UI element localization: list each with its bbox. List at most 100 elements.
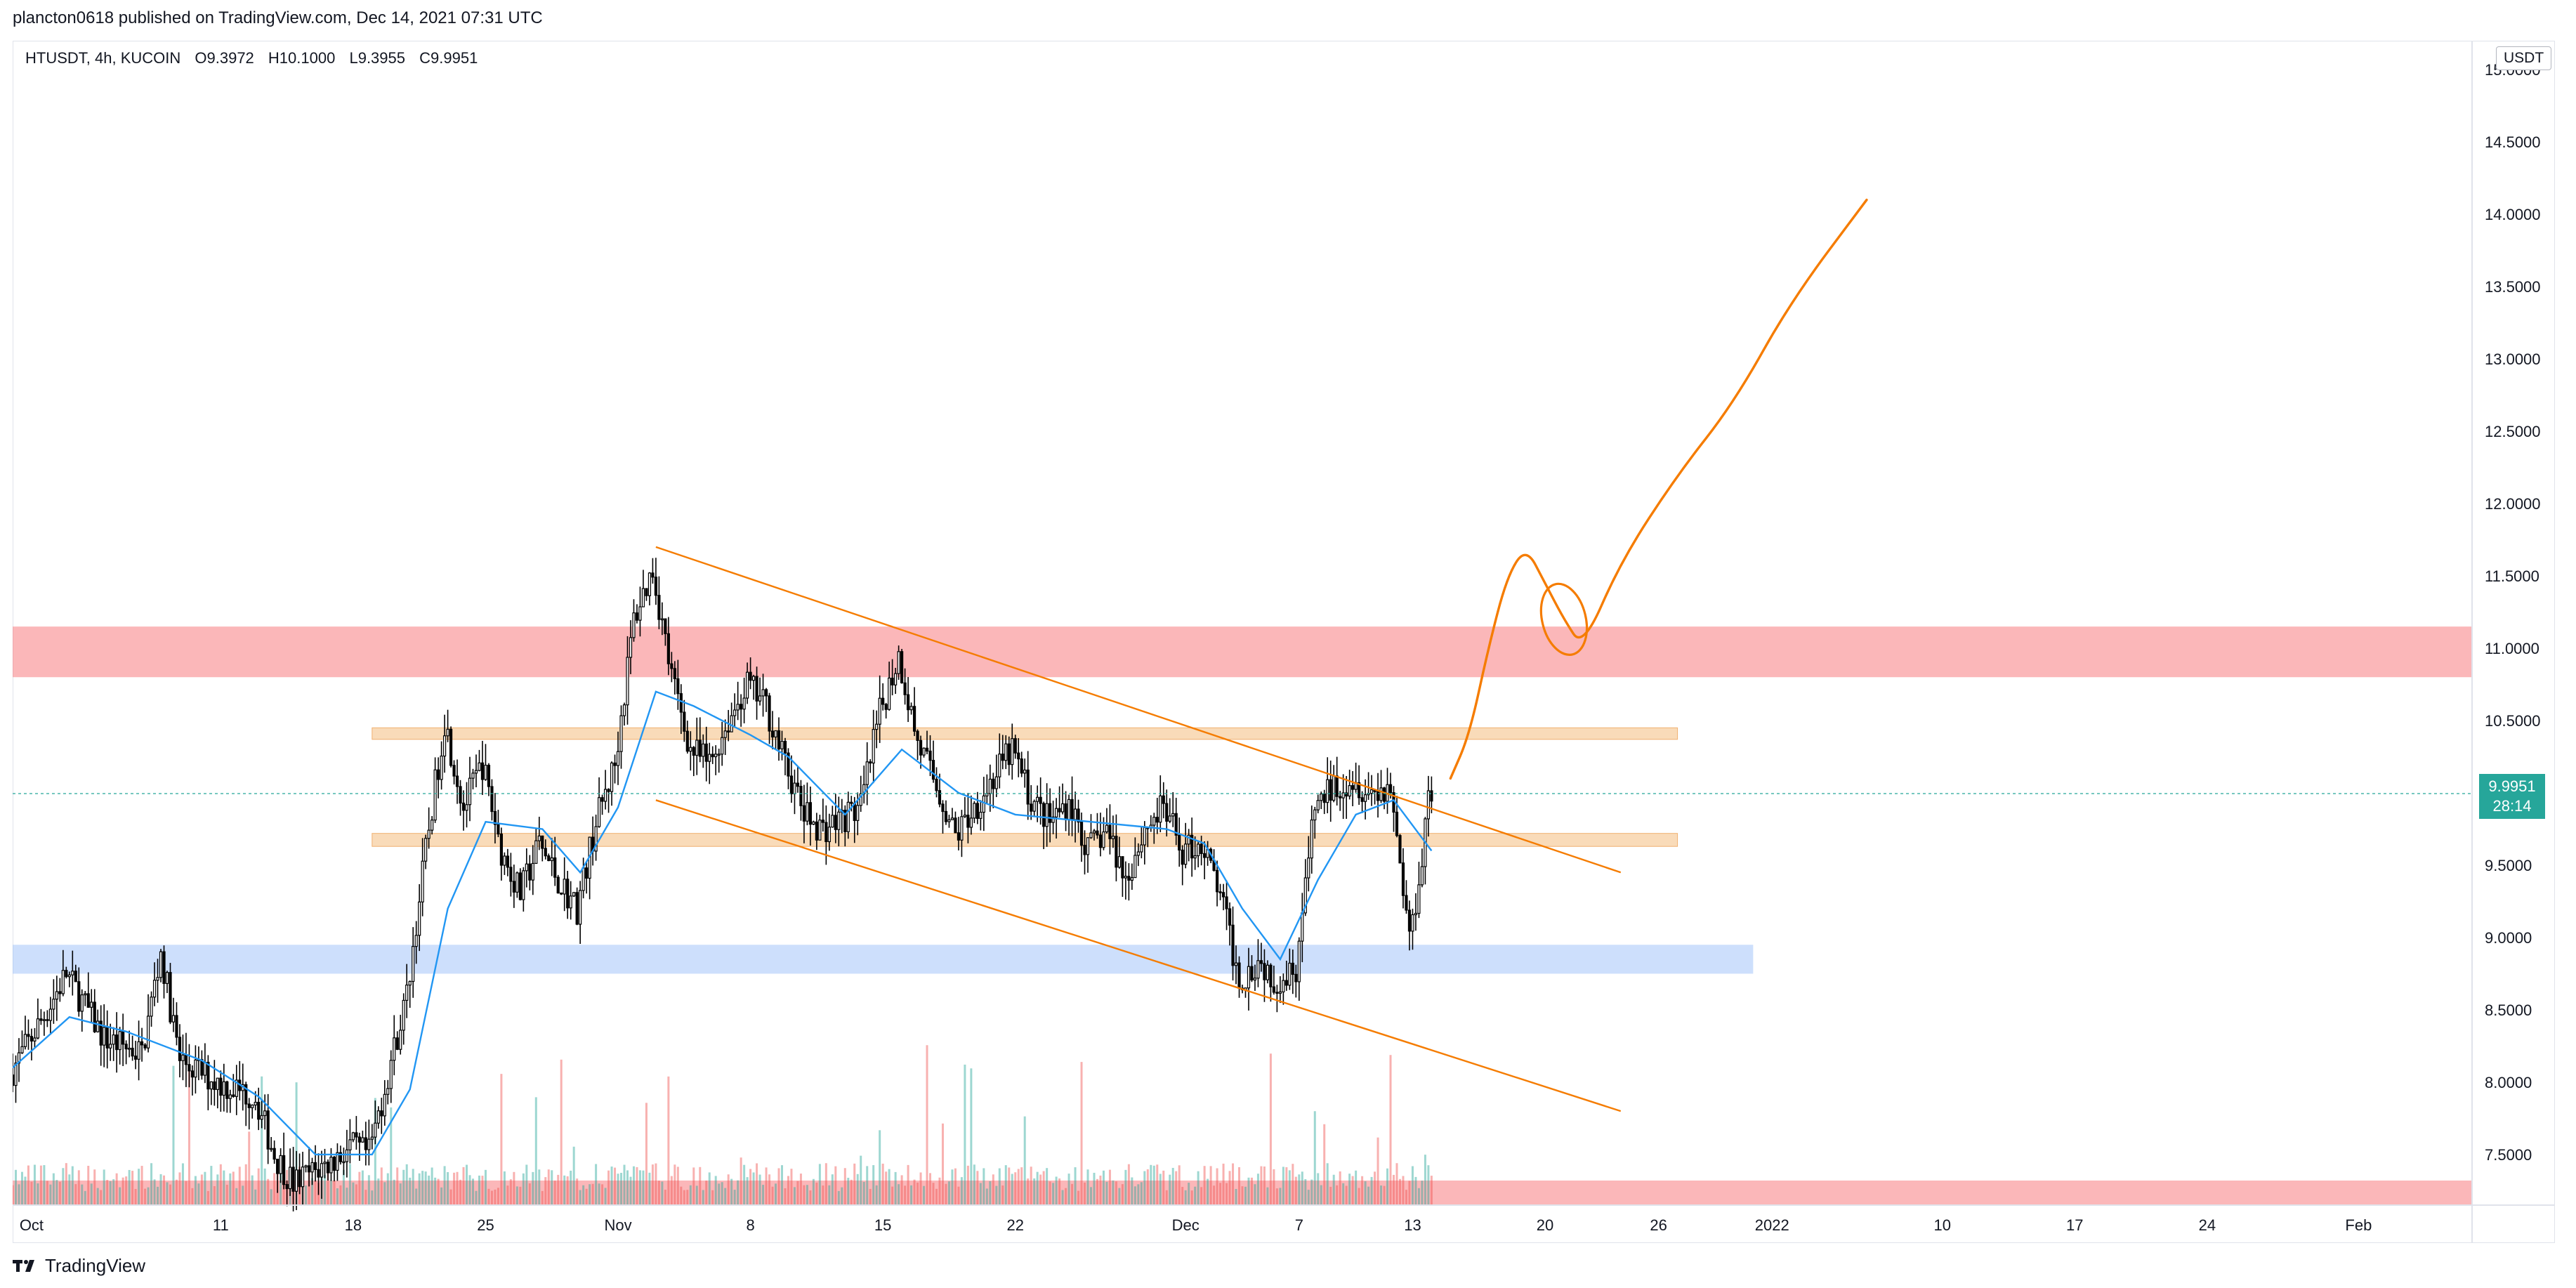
currency-button[interactable]: USDT [2496,46,2552,70]
volume-bar [1178,1165,1181,1205]
candle-down [808,802,813,825]
volume-bar [128,1169,131,1205]
candle-down [1250,966,1254,981]
time-tick-label: 7 [1295,1216,1303,1234]
volume-bar [1326,1163,1329,1205]
volume-bar [938,1177,941,1205]
axes-layer: 15.000014.500014.000013.500013.000012.50… [13,41,2555,1243]
volume-bar [831,1174,834,1205]
candle-down [1108,824,1112,839]
volume-bar [815,1182,818,1205]
candle-up [969,817,973,828]
candle-down [178,1037,182,1061]
volume-bar [885,1171,888,1205]
candle-up [408,980,412,986]
candle-up [301,1167,305,1188]
volume-bar [907,1164,909,1205]
candle-up [1168,815,1171,822]
candle-down [247,1103,251,1108]
volume-bar [806,1185,808,1205]
candle-down [679,693,683,713]
volume-bar [1332,1174,1335,1205]
candle-down [13,1075,15,1086]
volume-bar [150,1163,153,1205]
candle-down [1181,849,1184,865]
volume-bar [945,1183,947,1205]
volume-bar [103,1169,105,1205]
volume-bar [1376,1137,1379,1205]
candle-up [159,951,163,978]
volume-bar [428,1175,431,1205]
candle-down [339,1152,343,1162]
volume-bar [752,1172,755,1205]
price-tick-label: 7.5000 [2485,1146,2532,1164]
candle-up [831,815,834,828]
volume-bar [1219,1183,1222,1205]
candle-down [824,822,828,843]
candle-up [1130,876,1133,881]
volume-bar [1084,1182,1086,1205]
volume-bar [1017,1169,1020,1205]
candle-up [137,1041,140,1060]
candle-down [789,775,794,794]
volume-bar [591,1183,594,1205]
candle-down [884,704,888,710]
volume-bar [1074,1167,1077,1205]
volume-bar [926,1045,928,1205]
volume-bar [513,1171,515,1205]
volume-bar [270,1189,272,1205]
volume-bar [1408,1181,1411,1205]
candle-down [1322,793,1326,803]
candle-up [632,612,636,638]
candle-up [629,637,633,658]
price-chart[interactable]: 15.000014.500014.000013.500013.000012.50… [13,41,2555,1243]
volume-bar [692,1167,695,1205]
volume-bar [77,1170,80,1205]
volume-bar [497,1188,499,1205]
volume-bar [1093,1172,1096,1205]
candle-down [1162,795,1165,804]
volume-bar [673,1164,676,1205]
volume-bar [680,1186,683,1205]
candle-down [1155,817,1159,823]
volume-bar [90,1183,93,1205]
candle-down [1284,980,1288,986]
candle-down [541,835,544,849]
volume-bar [910,1185,913,1205]
volume-bar [582,1185,585,1205]
candle-down [461,802,466,811]
footer-brand[interactable]: TradingView [13,1251,145,1280]
candle-down [46,1019,49,1021]
candle-up [1102,831,1105,848]
volume-bar [1298,1174,1301,1205]
volume-bar [232,1171,235,1205]
candle-down [544,848,547,857]
volume-bar [1133,1186,1136,1205]
volume-bar [257,1168,260,1205]
candle-up [1193,855,1197,859]
volume-bar [200,1174,203,1205]
volume-bar [515,1186,518,1205]
candle-up [1133,855,1137,879]
volume-bar [261,1076,263,1205]
time-tick-label: 10 [1933,1216,1950,1234]
candle-down [143,1044,147,1049]
candle-down [29,1036,34,1041]
volume-bar [1294,1176,1297,1205]
candle-up [515,872,519,893]
candle-down [65,970,68,978]
candle-up [742,697,746,710]
volume-bar [305,1185,308,1205]
volume-bar [333,1180,336,1205]
candle-up [856,805,860,821]
volume-bar [1301,1171,1303,1205]
volume-bar [787,1176,789,1205]
volume-bar [989,1181,992,1205]
volume-bar [1282,1167,1284,1205]
volume-bar [487,1188,490,1205]
candle-down [1070,799,1074,820]
volume-bar [1398,1178,1401,1205]
time-tick-label: Dec [1172,1216,1200,1234]
volume-bar [1402,1176,1405,1205]
price-tick-label: 12.0000 [2485,495,2541,513]
